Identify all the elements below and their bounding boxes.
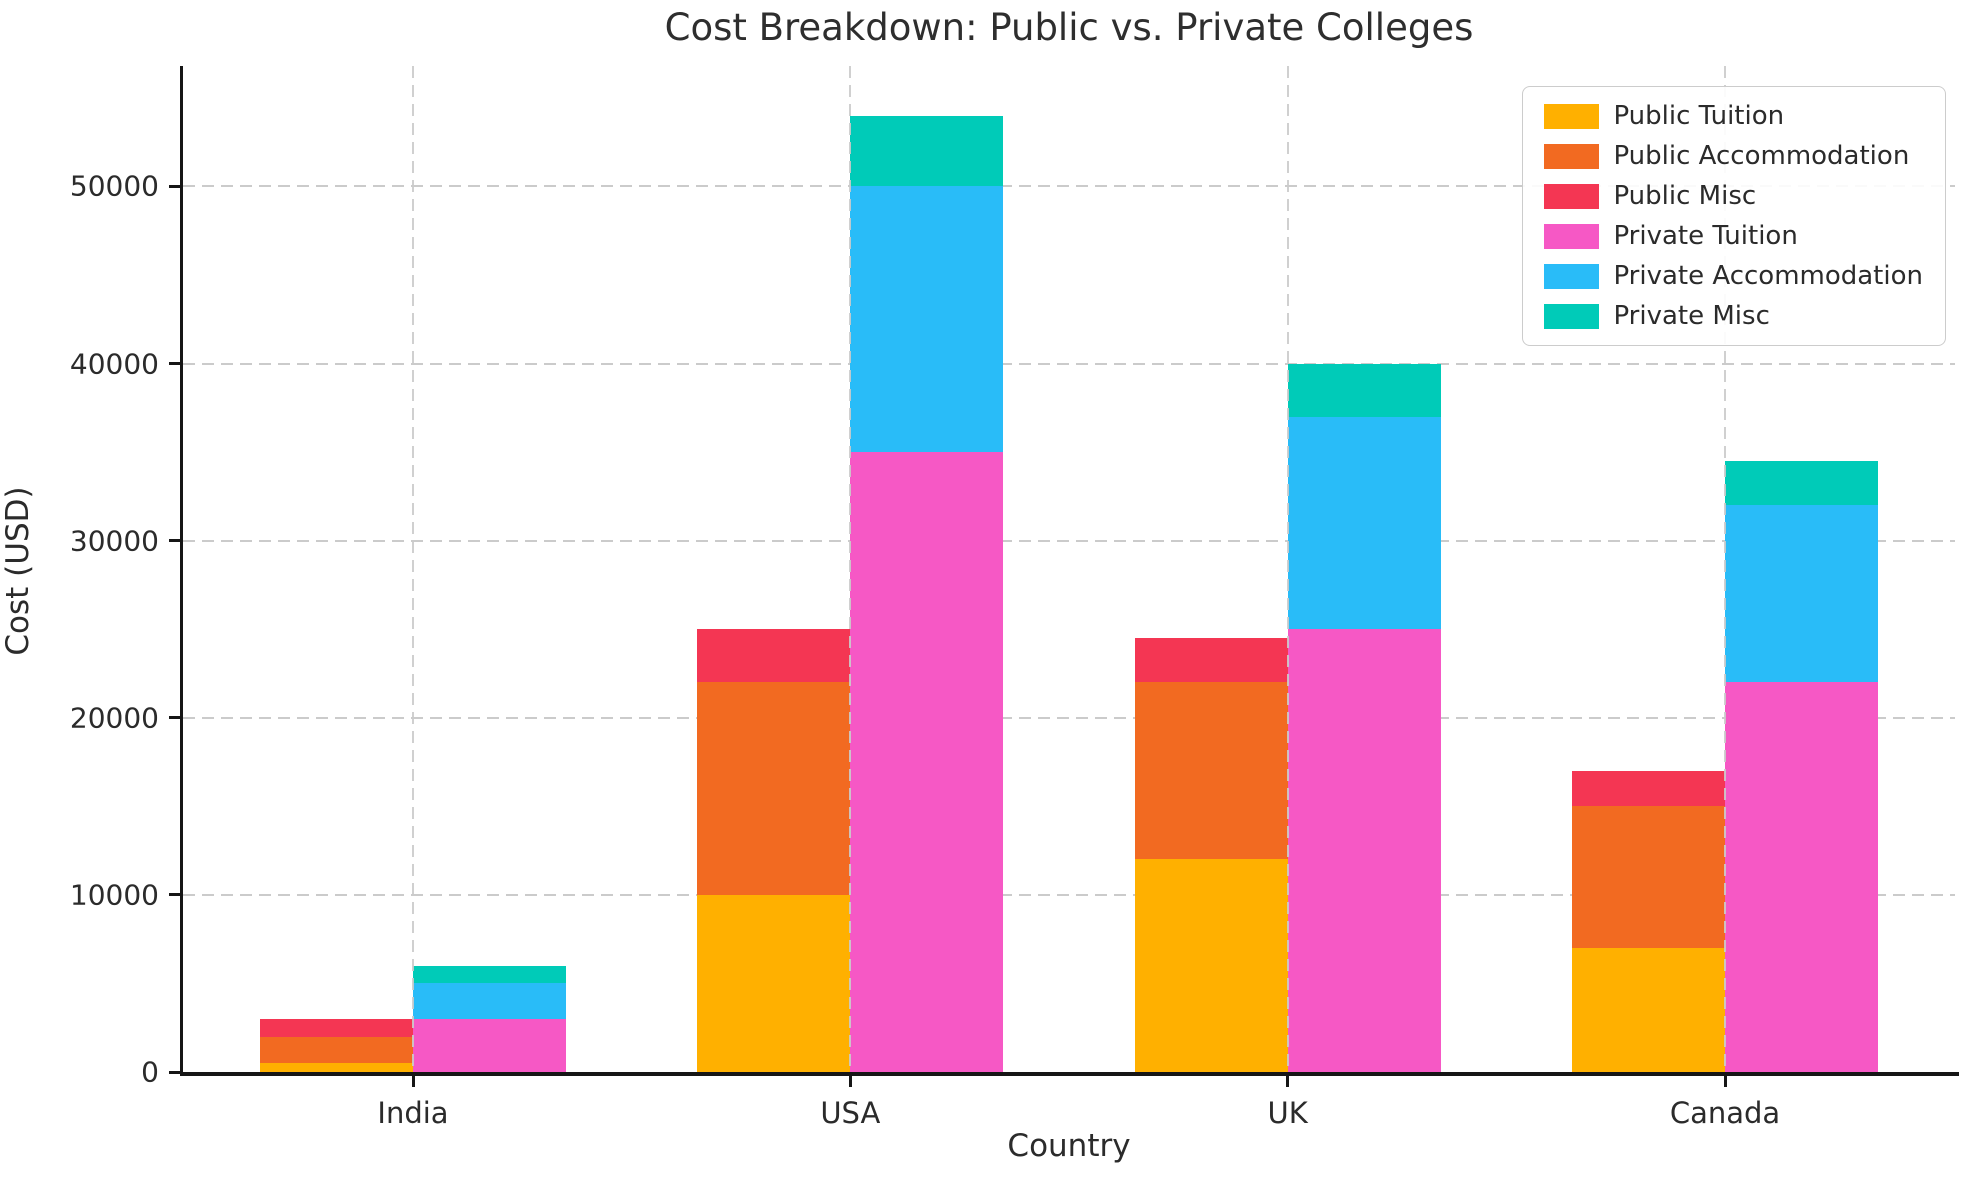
legend-label: Private Accommodation xyxy=(1613,261,1923,291)
legend-item-public-accommodation: Public Accommodation xyxy=(1544,136,1923,176)
x-axis-label: Country xyxy=(1007,1128,1131,1164)
y-tick xyxy=(169,893,180,897)
bar-segment-public-misc-uk xyxy=(1134,638,1288,683)
bar-segment-public-tuition-india xyxy=(260,1063,413,1072)
gridline-v xyxy=(849,66,852,1072)
x-tick-label-uk: UK xyxy=(1267,1096,1308,1130)
x-tick-label-usa: USA xyxy=(820,1096,881,1130)
bar-segment-public-misc-usa xyxy=(697,629,851,683)
gridline-h xyxy=(183,716,1955,719)
x-tick xyxy=(1723,1076,1727,1087)
y-axis-label: Cost (USD) xyxy=(0,486,36,656)
legend-label: Public Accommodation xyxy=(1613,141,1910,171)
bar-segment-public-accommodation-uk xyxy=(1134,682,1288,860)
y-tick-label: 10000 xyxy=(69,878,159,912)
legend-swatch xyxy=(1544,263,1600,289)
y-tick xyxy=(169,184,180,188)
bar-segment-private-misc-usa xyxy=(850,115,1004,187)
legend-item-public-tuition: Public Tuition xyxy=(1544,96,1923,136)
legend-swatch xyxy=(1544,143,1600,169)
x-axis-spine xyxy=(180,1072,1959,1076)
legend-label: Private Misc xyxy=(1613,301,1770,331)
plot-area: 0 10000 20000 30000 40000 50000 India USA UK Cana… xyxy=(70,66,1959,1130)
bar-segment-private-tuition-usa xyxy=(850,452,1004,1072)
chart-title: Cost Breakdown: Public vs. Private Colle… xyxy=(664,6,1474,49)
y-tick-label: 20000 xyxy=(69,701,159,735)
x-tick-label-india: India xyxy=(377,1096,449,1130)
bar-segment-public-accommodation-usa xyxy=(697,682,851,895)
legend-swatch xyxy=(1544,303,1600,329)
legend-label: Public Misc xyxy=(1613,181,1757,211)
legend-swatch xyxy=(1544,183,1600,209)
bar-segment-private-tuition-india xyxy=(413,1018,566,1072)
bar-segment-public-tuition-uk xyxy=(1134,859,1288,1072)
legend-item-public-misc: Public Misc xyxy=(1544,176,1923,216)
bar-segment-public-accommodation-india xyxy=(260,1036,413,1064)
x-tick xyxy=(411,1076,415,1087)
legend-swatch xyxy=(1544,223,1600,249)
y-tick-label: 0 xyxy=(141,1055,159,1089)
bar-segment-private-accommodation-uk xyxy=(1287,416,1441,630)
bar-segment-private-tuition-canada xyxy=(1725,682,1878,1072)
bar-segment-public-misc-india xyxy=(260,1018,413,1037)
legend-label: Public Tuition xyxy=(1613,101,1785,131)
bar-segment-private-accommodation-usa xyxy=(850,186,1004,453)
legend-item-private-misc: Private Misc xyxy=(1544,296,1923,336)
legend-swatch xyxy=(1544,103,1600,129)
y-tick xyxy=(169,362,180,366)
y-tick-label: 30000 xyxy=(69,524,159,558)
gridline-h xyxy=(183,362,1955,365)
legend-item-private-accommodation: Private Accommodation xyxy=(1544,256,1923,296)
x-tick xyxy=(1286,1076,1290,1087)
gridline-h xyxy=(183,185,1955,188)
legend-label: Private Tuition xyxy=(1613,221,1798,251)
gridline-h xyxy=(183,893,1955,896)
y-tick xyxy=(169,716,180,720)
bar-segment-private-tuition-uk xyxy=(1287,629,1441,1072)
legend-items: Public Tuition Public Accommodation Public… xyxy=(1544,96,1923,336)
bar-segment-private-misc-india xyxy=(413,965,566,984)
x-tick-label-canada: Canada xyxy=(1669,1096,1781,1130)
bar-segment-private-accommodation-india xyxy=(413,983,566,1019)
bar-segment-private-misc-canada xyxy=(1725,460,1878,506)
y-tick xyxy=(169,539,180,543)
bar-segment-private-accommodation-canada xyxy=(1725,505,1878,683)
legend-item-private-tuition: Private Tuition xyxy=(1544,216,1923,256)
gridline-v xyxy=(1724,66,1726,1072)
bar-segment-private-misc-uk xyxy=(1287,363,1441,417)
bar-segment-public-tuition-usa xyxy=(697,894,851,1072)
bar-segment-public-tuition-canada xyxy=(1572,948,1725,1072)
y-tick-label: 40000 xyxy=(69,347,159,381)
bar-segment-public-misc-canada xyxy=(1572,770,1725,807)
gridline-v xyxy=(1286,66,1289,1072)
gridline-v xyxy=(412,66,414,1072)
y-tick-label: 50000 xyxy=(69,169,159,203)
bar-segment-public-accommodation-canada xyxy=(1572,806,1725,949)
y-tick xyxy=(169,1070,180,1074)
y-axis-spine xyxy=(180,66,183,1076)
legend: Public Tuition Public Accommodation Public… xyxy=(1522,86,1946,346)
gridline-h xyxy=(183,539,1955,542)
x-tick xyxy=(848,1076,852,1087)
